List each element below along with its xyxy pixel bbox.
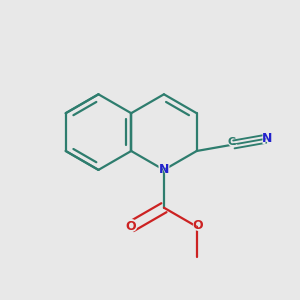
Text: O: O bbox=[193, 219, 203, 232]
Text: N: N bbox=[262, 132, 272, 146]
Text: N: N bbox=[159, 164, 169, 176]
Text: N: N bbox=[157, 161, 171, 179]
Text: C: C bbox=[228, 137, 236, 147]
Text: O: O bbox=[191, 217, 205, 235]
Text: O: O bbox=[123, 218, 137, 236]
Text: N: N bbox=[260, 130, 274, 148]
Text: O: O bbox=[125, 220, 136, 233]
Text: C: C bbox=[226, 135, 238, 150]
